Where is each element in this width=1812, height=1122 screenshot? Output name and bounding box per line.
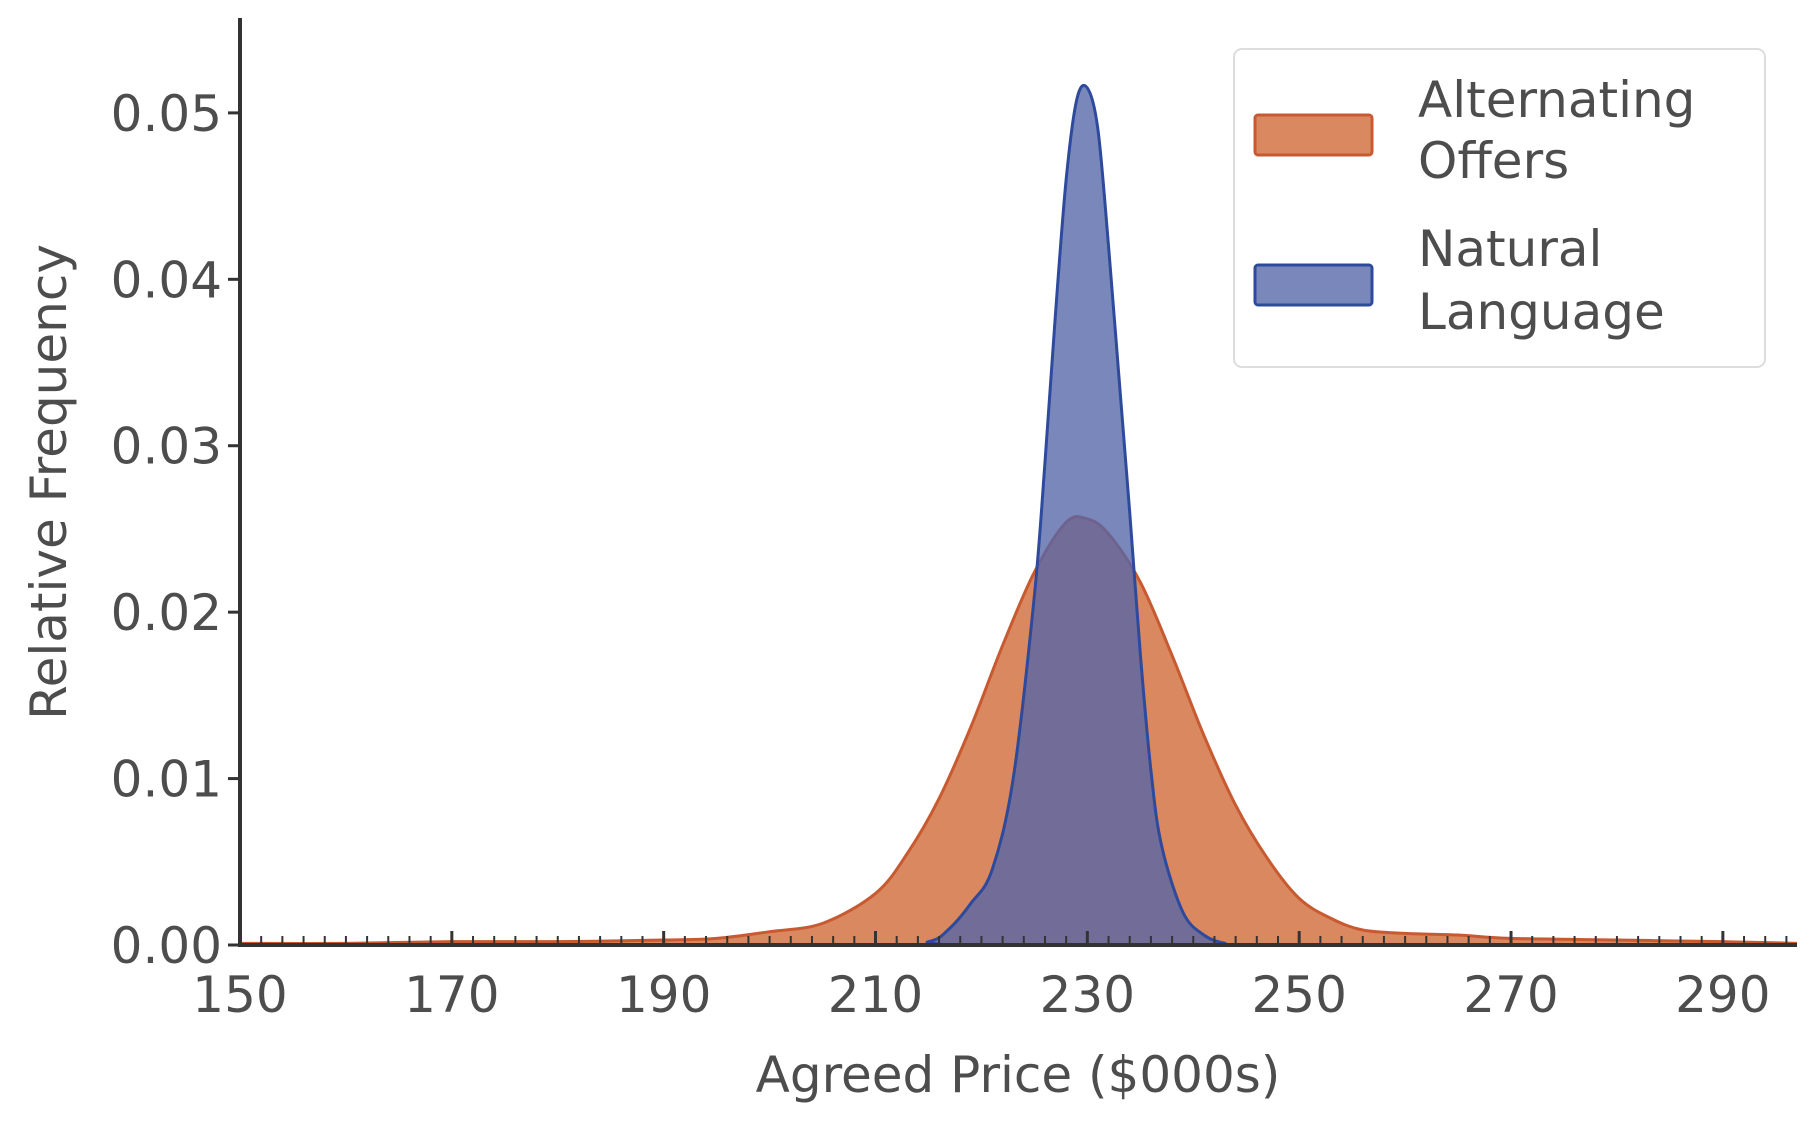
legend: Alternating Offers Natural Language bbox=[1233, 48, 1766, 368]
series-natural-language bbox=[239, 83, 1797, 947]
density-line-natural-language bbox=[239, 83, 1797, 947]
x-tick-label: 230 bbox=[1040, 966, 1135, 1024]
legend-label-alternating-offers: Alternating Offers bbox=[1418, 71, 1711, 190]
x-tick-label: 210 bbox=[828, 966, 923, 1024]
axes bbox=[238, 18, 1797, 947]
y-axis-label: Relative Frequency bbox=[20, 244, 78, 720]
legend-label-natural-language: Natural Language bbox=[1418, 220, 1665, 341]
x-tick-label: 270 bbox=[1463, 966, 1558, 1024]
axis-ticks: 150 170 190 210 230 250 270 290 0.00 0.01 0.02 0.03… bbox=[111, 85, 1788, 1024]
legend-line-1: Natural bbox=[1418, 220, 1602, 278]
x-tick-label: 150 bbox=[192, 966, 287, 1024]
legend-swatch-natural-language bbox=[1253, 263, 1374, 307]
x-axis-label: Agreed Price ($000s) bbox=[756, 1046, 1281, 1104]
density-area-natural-language bbox=[240, 85, 1797, 946]
plot-area bbox=[239, 83, 1798, 947]
y-tick-label: 0.00 bbox=[111, 917, 222, 975]
x-tick-label: 190 bbox=[616, 966, 711, 1024]
y-tick-label: 0.03 bbox=[111, 418, 222, 476]
legend-swatch-alternating-offers bbox=[1253, 113, 1374, 157]
y-tick-label: 0.05 bbox=[111, 85, 222, 143]
y-tick-label: 0.04 bbox=[111, 251, 222, 309]
x-tick-label: 250 bbox=[1251, 966, 1346, 1024]
legend-line-2: Language bbox=[1418, 283, 1665, 341]
y-tick-label: 0.02 bbox=[111, 584, 222, 642]
x-tick-label: 170 bbox=[404, 966, 499, 1024]
legend-line-1: Alternating bbox=[1418, 71, 1695, 129]
x-tick-label: 290 bbox=[1675, 966, 1770, 1024]
legend-line-2: Offers bbox=[1418, 132, 1569, 190]
y-tick-label: 0.01 bbox=[111, 751, 222, 809]
